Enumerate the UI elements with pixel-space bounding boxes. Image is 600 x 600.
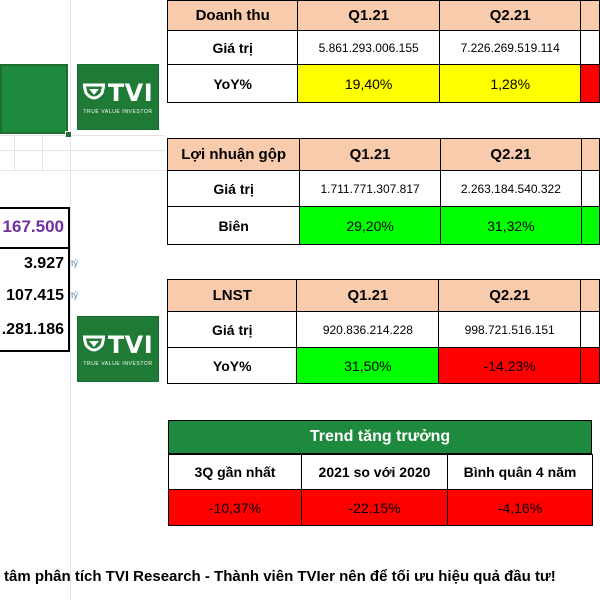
left-value: 107.415 [6, 287, 64, 304]
column-header: Q2.21 [438, 279, 582, 312]
grid-line [14, 135, 15, 170]
fill-handle[interactable] [65, 131, 72, 138]
value-cell: 2.263.184.540.322 [439, 170, 582, 207]
value-cell: 1.711.771.307.817 [299, 170, 441, 207]
row-label: Biên [166, 206, 301, 245]
column-header: Q1.21 [297, 0, 440, 31]
table-row: Giá trị 5.861.293.006.155 7.226.269.519.… [166, 30, 600, 65]
percent-cell: 31,50% [296, 347, 440, 384]
value-cell [580, 170, 600, 207]
tvi-shield-icon [82, 335, 105, 352]
percent-cell: 31,32% [439, 206, 582, 245]
table-title: Lợi nhuận gộp [166, 138, 301, 171]
gross-profit-table: Lợi nhuận gộp Q1.21 Q2.21 Giá trị 1.711.… [166, 138, 600, 245]
logo-tagline: TRUE VALUE INVESTOR [83, 109, 153, 115]
column-header: Q1.21 [296, 279, 440, 312]
net-profit-table: LNST Q1.21 Q2.21 Giá trị 920.836.214.228… [166, 279, 600, 384]
row-label: YoY% [166, 347, 298, 384]
percent-cell: 29,20% [299, 206, 441, 245]
column-header: 2021 so với 2020 [301, 454, 448, 490]
percent-cell: -4,16% [447, 489, 593, 526]
table-title: LNST [166, 279, 298, 312]
tvi-logo: TVI TRUE VALUE INVESTOR [77, 316, 159, 382]
left-value: .281.186 [1, 321, 64, 338]
price-value: 167.500 [2, 217, 64, 236]
column-header: Q2.21 [438, 0, 582, 31]
unit-label: tỷ [71, 290, 79, 300]
trend-table: 3Q gần nhất 2021 so với 2020 Bình quân 4… [168, 454, 593, 526]
grid-line [42, 135, 43, 170]
percent-cell: 19,40% [297, 64, 440, 103]
table-row: YoY% 19,40% 1,28% [166, 64, 600, 103]
row-label: Giá trị [166, 170, 301, 207]
logo-tagline: TRUE VALUE INVESTOR [83, 361, 153, 367]
unit-label: tỷ [71, 258, 79, 268]
percent-cell [580, 64, 600, 103]
percent-cell: -10,37% [168, 489, 302, 526]
table-row: Giá trị 1.711.771.307.817 2.263.184.540.… [166, 170, 600, 207]
table-header-row: 3Q gần nhất 2021 so với 2020 Bình quân 4… [168, 454, 593, 490]
tvi-logo: TVI TRUE VALUE INVESTOR [77, 64, 159, 130]
percent-cell: 1,28% [438, 64, 582, 103]
table-header-row: Lợi nhuận gộp Q1.21 Q2.21 [166, 138, 600, 171]
value-cell [580, 30, 600, 65]
table-title: Doanh thu [166, 0, 299, 31]
percent-cell [580, 206, 600, 245]
value-cell: 998.721.516.151 [438, 311, 582, 348]
tvi-shield-icon [82, 83, 105, 100]
value-cell: 5.861.293.006.155 [297, 30, 440, 65]
column-header [580, 0, 600, 31]
table-row: Biên 29,20% 31,32% [166, 206, 600, 245]
trend-title: Trend tăng trưởng [168, 420, 592, 454]
column-header: Q1.21 [299, 138, 441, 171]
row-label: Giá trị [166, 311, 298, 348]
table-row: Giá trị 920.836.214.228 998.721.516.151 [166, 311, 600, 348]
column-header: 3Q gần nhất [168, 454, 302, 490]
table-row: -10,37% -22,15% -4,16% [168, 489, 593, 526]
value-cell: 7.226.269.519.114 [438, 30, 582, 65]
left-values-box: 167.500 3.927 107.415 .281.186 [0, 207, 70, 352]
grid-line [0, 135, 165, 136]
selected-cell[interactable] [0, 64, 68, 134]
table-row: YoY% 31,50% -14,23% [166, 347, 600, 384]
column-header: Q2.21 [439, 138, 582, 171]
logo-word: TVI [107, 331, 154, 359]
row-label: YoY% [166, 64, 299, 103]
row-label: Giá trị [166, 30, 299, 65]
column-header: Bình quân 4 năm [447, 454, 593, 490]
left-value: 3.927 [23, 255, 64, 272]
table-header-row: Doanh thu Q1.21 Q2.21 [166, 0, 600, 31]
grid-line [70, 0, 71, 600]
column-header [580, 279, 600, 312]
percent-cell: -14,23% [438, 347, 582, 384]
footer-text: tâm phân tích TVI Research - Thành viên … [4, 568, 556, 585]
value-cell: 920.836.214.228 [296, 311, 440, 348]
revenue-table: Doanh thu Q1.21 Q2.21 Giá trị 5.861.293.… [166, 0, 600, 103]
percent-cell [580, 347, 600, 384]
table-header-row: LNST Q1.21 Q2.21 [166, 279, 600, 312]
value-cell [580, 311, 600, 348]
column-header [580, 138, 600, 171]
percent-cell: -22,15% [301, 489, 448, 526]
logo-word: TVI [107, 79, 154, 107]
grid-line [0, 150, 165, 151]
